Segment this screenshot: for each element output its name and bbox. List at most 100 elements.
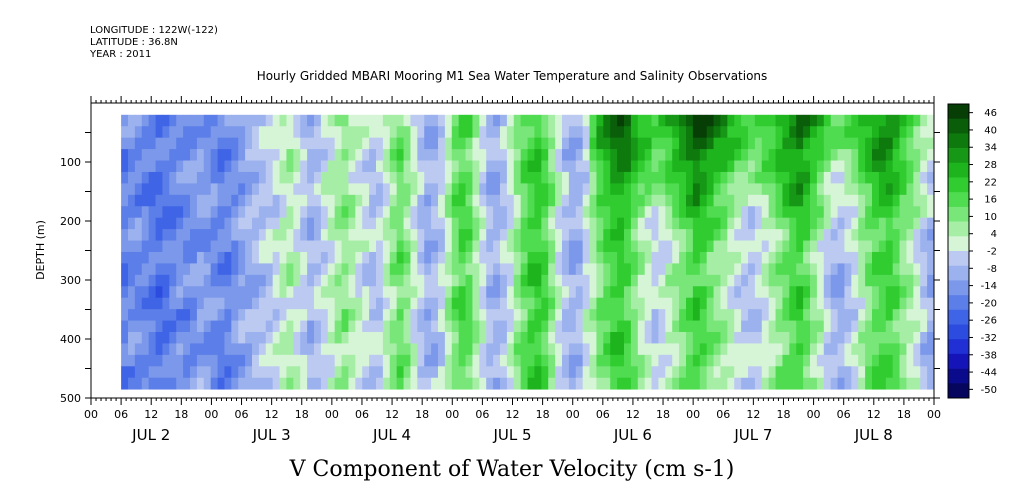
heatmap-cell	[624, 229, 632, 241]
heatmap-cell	[334, 183, 342, 196]
heatmap-cell	[534, 331, 542, 344]
heatmap-cell	[224, 149, 232, 161]
heatmap-cell	[927, 343, 935, 356]
heatmap-cell	[727, 320, 735, 333]
heatmap-cell	[141, 149, 150, 161]
heatmap-cell	[548, 240, 556, 253]
heatmap-cell	[396, 251, 404, 264]
heatmap-cell	[527, 286, 535, 299]
heatmap-cell	[810, 183, 818, 196]
heatmap-cell	[665, 366, 673, 379]
heatmap-cell	[796, 149, 804, 161]
heatmap-cell	[382, 183, 391, 196]
heatmap-cell	[672, 286, 680, 299]
heatmap-cell	[665, 240, 673, 253]
heatmap-cell	[231, 331, 239, 344]
heatmap-cell	[369, 160, 377, 173]
heatmap-cell	[568, 263, 577, 276]
heatmap-cell	[823, 149, 832, 161]
heatmap-cell	[734, 366, 742, 379]
heatmap-cell	[892, 160, 900, 173]
heatmap-cell	[803, 194, 811, 207]
heatmap-cell	[658, 343, 666, 356]
heatmap-cell	[527, 126, 535, 139]
heatmap-cell	[906, 137, 914, 150]
heatmap-cell	[176, 263, 184, 276]
heatmap-cell	[527, 297, 535, 310]
heatmap-cell	[885, 114, 894, 127]
heatmap-cell	[231, 126, 239, 139]
heatmap-cell	[679, 183, 687, 196]
heatmap-cell	[906, 263, 914, 276]
heatmap-cell	[562, 297, 570, 310]
heatmap-cell	[837, 137, 845, 150]
heatmap-cell	[748, 251, 756, 264]
heatmap-cell	[796, 331, 804, 344]
heatmap-cell	[382, 229, 391, 241]
heatmap-cell	[624, 366, 632, 379]
heatmap-cell	[217, 137, 225, 150]
heatmap-cell	[706, 171, 714, 184]
heatmap-cell	[183, 114, 191, 127]
heatmap-cell	[382, 297, 391, 310]
heatmap-cell	[141, 114, 150, 127]
heatmap-cell	[782, 263, 790, 276]
heatmap-cell	[920, 183, 928, 196]
heatmap-cell	[190, 171, 198, 184]
heatmap-cell	[307, 297, 315, 310]
heatmap-cell	[816, 217, 825, 230]
heatmap-cell	[624, 114, 632, 127]
heatmap-cell	[334, 217, 342, 230]
heatmap-cell	[630, 183, 639, 196]
heatmap-cell	[527, 194, 535, 207]
heatmap-cell	[548, 366, 556, 379]
heatmap-cell	[417, 183, 425, 196]
heatmap-cell	[899, 217, 907, 230]
heatmap-cell	[224, 263, 232, 276]
heatmap-cell	[210, 160, 218, 173]
heatmap-cell	[141, 183, 150, 196]
heatmap-cell	[582, 217, 590, 230]
colorbar-label: 10	[984, 212, 997, 223]
heatmap-cell	[541, 331, 549, 344]
heatmap-cell	[410, 286, 418, 299]
heatmap-cell	[768, 297, 776, 310]
heatmap-cell	[706, 126, 714, 139]
heatmap-cell	[424, 114, 432, 127]
heatmap-cell	[458, 217, 466, 230]
heatmap-cell	[272, 274, 280, 287]
heatmap-cell	[134, 377, 143, 390]
heatmap-cell	[382, 263, 391, 276]
heatmap-cell	[403, 229, 411, 241]
heatmap-cell	[858, 366, 866, 379]
heatmap-cell	[320, 149, 329, 161]
heatmap-cell	[300, 354, 308, 367]
heatmap-cell	[596, 309, 604, 321]
heatmap-cell	[534, 320, 542, 333]
heatmap-cell	[493, 286, 501, 299]
heatmap-cell	[128, 217, 136, 230]
heatmap-cell	[155, 160, 163, 173]
heatmap-cell	[858, 126, 866, 139]
heatmap-cell	[658, 229, 666, 241]
heatmap-cell	[665, 126, 673, 139]
heatmap-cell	[431, 229, 439, 241]
heatmap-cell	[844, 160, 852, 173]
heatmap-cell	[472, 194, 480, 207]
heatmap-cell	[548, 251, 556, 264]
heatmap-cell	[183, 251, 191, 264]
heatmap-cell	[775, 274, 783, 287]
heatmap-cell	[320, 297, 329, 310]
heatmap-cell	[444, 171, 453, 184]
heatmap-cell	[754, 137, 763, 150]
heatmap-cell	[927, 309, 935, 321]
heatmap-cell	[369, 320, 377, 333]
heatmap-cell	[389, 354, 398, 367]
heatmap-cell	[851, 160, 859, 173]
heatmap-cell	[658, 251, 666, 264]
heatmap-cell	[506, 217, 515, 230]
heatmap-cell	[534, 229, 542, 241]
heatmap-cell	[713, 137, 721, 150]
heatmap-cell	[589, 240, 597, 253]
heatmap-cell	[630, 286, 639, 299]
